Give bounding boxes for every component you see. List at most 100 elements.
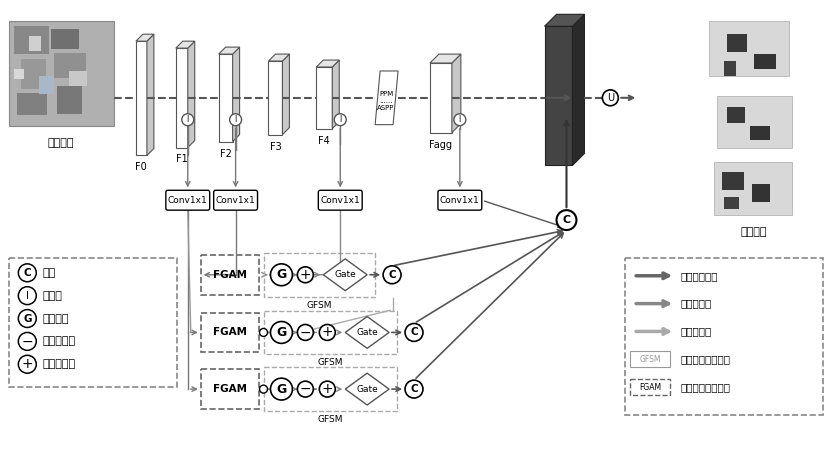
Bar (317, 67, 332, 128)
Text: PPM: PPM (379, 91, 393, 97)
Bar (176, 48, 188, 147)
Bar (22, 59, 47, 89)
Circle shape (259, 385, 268, 393)
Polygon shape (283, 54, 289, 135)
Text: Fagg: Fagg (430, 139, 452, 150)
Bar (69, 71, 87, 86)
Circle shape (297, 325, 313, 340)
Circle shape (297, 381, 313, 397)
Bar (263, 367, 397, 411)
Circle shape (18, 287, 37, 305)
Text: GFSM: GFSM (317, 358, 343, 367)
Circle shape (319, 325, 335, 340)
Circle shape (383, 266, 401, 284)
Text: F1: F1 (176, 155, 188, 164)
Text: −: − (22, 334, 33, 348)
Text: −: − (299, 326, 311, 339)
Circle shape (18, 310, 37, 328)
FancyBboxPatch shape (318, 190, 362, 210)
Polygon shape (345, 373, 389, 405)
Bar (268, 61, 283, 135)
Bar (52, 29, 79, 49)
Bar (727, 34, 747, 52)
Text: GFSM: GFSM (640, 355, 661, 364)
Bar (9, 258, 177, 387)
Circle shape (334, 114, 347, 126)
Text: F3: F3 (269, 142, 282, 152)
Text: +: + (322, 326, 333, 339)
Text: Conv1x1: Conv1x1 (168, 196, 208, 205)
Polygon shape (430, 54, 461, 63)
Text: 特征引导对齐模块: 特征引导对齐模块 (680, 382, 730, 392)
Polygon shape (268, 54, 289, 61)
Bar (430, 63, 452, 133)
Text: C: C (23, 268, 31, 278)
Polygon shape (544, 14, 584, 26)
Bar (136, 41, 147, 155)
Text: Conv1x1: Conv1x1 (216, 196, 255, 205)
Bar (630, 379, 670, 395)
Text: 拼接: 拼接 (42, 268, 56, 278)
Text: FGAM: FGAM (213, 270, 247, 280)
Bar (709, 21, 789, 76)
Polygon shape (317, 60, 339, 67)
Text: F4: F4 (318, 136, 330, 146)
Text: Gate: Gate (334, 270, 356, 279)
Bar (544, 26, 573, 165)
Text: I: I (187, 115, 189, 124)
Bar (219, 54, 233, 142)
Circle shape (270, 264, 293, 286)
Text: C: C (563, 215, 571, 225)
Text: FGAM: FGAM (213, 328, 247, 337)
Bar (14, 26, 49, 54)
Polygon shape (375, 71, 398, 125)
Bar (14, 69, 24, 79)
Bar (201, 312, 258, 352)
Text: I: I (26, 291, 29, 301)
Circle shape (319, 381, 335, 397)
Text: 输入影像: 输入影像 (48, 137, 75, 147)
Polygon shape (452, 54, 461, 133)
Bar (754, 54, 776, 69)
Bar (724, 197, 739, 209)
Text: +: + (299, 268, 311, 282)
Bar (17, 93, 47, 115)
Text: I: I (339, 115, 342, 124)
Bar (57, 86, 82, 114)
Text: −: − (299, 382, 311, 396)
Bar (752, 184, 770, 202)
Bar (750, 126, 770, 139)
Polygon shape (219, 47, 239, 54)
Text: G: G (277, 326, 287, 339)
Bar (54, 53, 86, 78)
Text: F0: F0 (135, 163, 147, 173)
Circle shape (270, 378, 293, 400)
Text: 聚合文本特征: 聚合文本特征 (680, 271, 718, 281)
Circle shape (18, 332, 37, 350)
Circle shape (405, 380, 423, 398)
Text: 高斯滤波: 高斯滤波 (42, 313, 69, 324)
Text: +: + (322, 382, 333, 396)
Text: G: G (277, 268, 287, 281)
Bar (722, 173, 744, 190)
Polygon shape (188, 41, 194, 147)
Bar (717, 96, 792, 147)
Text: F2: F2 (219, 148, 232, 158)
Bar (625, 258, 823, 415)
Bar (201, 255, 258, 295)
Bar (724, 61, 736, 76)
Circle shape (18, 264, 37, 282)
Text: ASPP: ASPP (377, 105, 395, 111)
Polygon shape (573, 14, 584, 165)
Circle shape (454, 114, 466, 126)
Polygon shape (323, 259, 367, 291)
Text: C: C (388, 270, 396, 280)
Bar (29, 36, 42, 51)
Circle shape (557, 210, 577, 230)
Polygon shape (147, 34, 154, 155)
Text: 门控特征选择模块: 门控特征选择模块 (680, 354, 730, 365)
Text: Gate: Gate (356, 328, 378, 337)
Text: GFSM: GFSM (307, 301, 332, 310)
Polygon shape (345, 317, 389, 348)
FancyBboxPatch shape (214, 190, 258, 210)
